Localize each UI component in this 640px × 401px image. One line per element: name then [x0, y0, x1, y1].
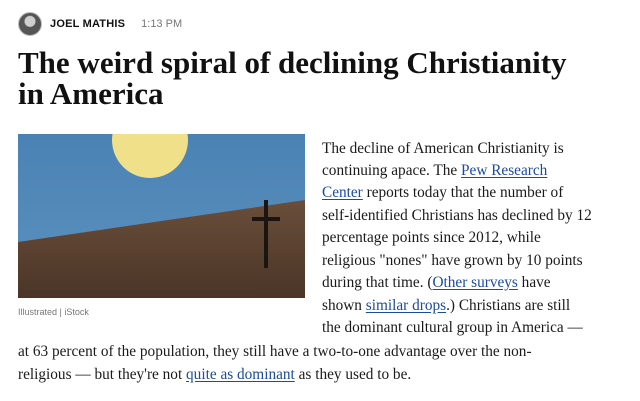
- hill: [18, 200, 305, 298]
- other-surveys-link[interactable]: Other surveys: [432, 274, 518, 291]
- body-line: the dominant cultural group in America —: [322, 319, 583, 336]
- author-name[interactable]: JOEL MATHIS: [50, 18, 126, 30]
- article-illustration: [18, 134, 305, 298]
- body-line: religious — but they're not quite as dom…: [18, 366, 412, 383]
- body-line: shown similar drops.) Christians are sti…: [322, 297, 571, 314]
- body-line: continuing apace. The Pew Research: [322, 162, 548, 179]
- author-avatar-icon[interactable]: [18, 12, 42, 36]
- image-caption: Illustrated | iStock: [18, 307, 89, 317]
- body-line: Center reports today that the number of: [322, 184, 564, 201]
- body-line: at 63 percent of the population, they st…: [18, 343, 532, 360]
- pew-research-center-link[interactable]: Center: [322, 184, 363, 201]
- body-line: self-identified Christians has declined …: [322, 207, 592, 224]
- byline: JOEL MATHIS 1:13 PM: [18, 12, 182, 36]
- pew-research-link[interactable]: Pew Research: [461, 162, 548, 179]
- article-title: The weird spiral of declining Christiani…: [18, 47, 628, 109]
- body-line: during that time. (Other surveys have: [322, 274, 551, 291]
- body-line: The decline of American Christianity is: [322, 140, 564, 157]
- sun-icon: [112, 134, 188, 178]
- publish-time: 1:13 PM: [141, 18, 183, 30]
- cross-icon: [252, 200, 280, 268]
- article-title-line-2: in America: [18, 76, 164, 111]
- article-title-line-1: The weird spiral of declining Christiani…: [18, 45, 567, 80]
- similar-drops-link[interactable]: similar drops: [365, 297, 447, 314]
- body-line: religious "nones" have grown by 10 point…: [322, 252, 583, 269]
- quite-as-dominant-link[interactable]: quite as dominant: [186, 366, 295, 383]
- body-line: percentage points since 2012, while: [322, 229, 541, 246]
- article-image: [18, 134, 305, 298]
